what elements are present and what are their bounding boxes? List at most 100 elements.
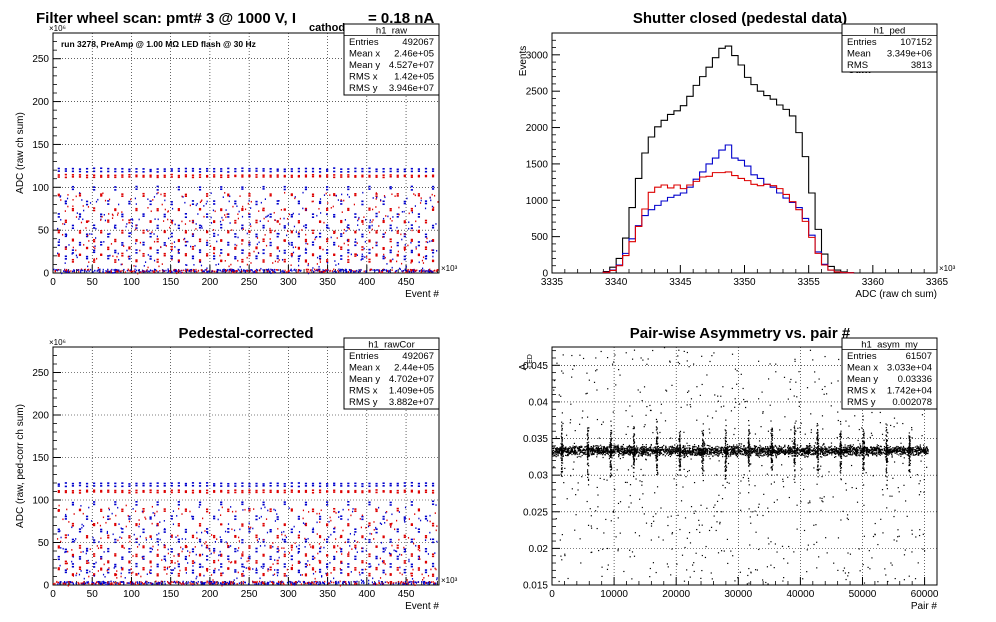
data-point [209, 245, 212, 247]
data-point [176, 581, 178, 584]
data-point [420, 269, 422, 272]
data-point [144, 582, 146, 585]
data-point [72, 556, 74, 558]
data-point [227, 544, 230, 547]
data-point [116, 255, 118, 258]
data-point [333, 482, 336, 485]
data-point [227, 485, 230, 487]
data-point [422, 579, 424, 581]
data-point [880, 518, 882, 520]
data-point [290, 482, 293, 484]
data-point [273, 270, 275, 273]
data-point [334, 270, 336, 273]
data-point [403, 170, 406, 173]
data-point [391, 220, 393, 222]
x-tick-label: 3355 [798, 277, 821, 288]
data-point [315, 582, 318, 585]
data-point [198, 240, 202, 243]
data-point [418, 270, 421, 272]
data-point [212, 252, 215, 255]
data-point [288, 270, 290, 272]
data-point [564, 553, 566, 555]
data-point [236, 244, 238, 247]
data-point [262, 207, 265, 210]
data-point [345, 583, 347, 585]
data-point [311, 528, 315, 531]
data-point [375, 232, 378, 234]
data-point [206, 239, 208, 242]
data-point [240, 557, 242, 560]
data-point [167, 268, 169, 270]
data-point [234, 562, 237, 564]
data-point [318, 543, 321, 545]
data-point [164, 199, 166, 202]
data-point [269, 547, 272, 549]
data-point [262, 541, 265, 543]
data-point [375, 568, 378, 571]
data-point [290, 581, 292, 583]
data-point [153, 233, 155, 235]
data-point [754, 510, 756, 512]
data-point [242, 249, 244, 252]
data-point [151, 231, 153, 233]
data-point [858, 447, 860, 449]
data-point [146, 582, 148, 585]
data-point [57, 528, 60, 531]
data-point [824, 385, 826, 388]
data-point [409, 270, 411, 273]
data-point [156, 540, 159, 543]
data-point [255, 271, 258, 273]
data-point [262, 565, 265, 568]
data-point [373, 521, 375, 523]
data-point [639, 498, 641, 500]
data-point [228, 582, 231, 585]
data-point [71, 541, 75, 543]
data-point [391, 266, 393, 269]
data-point [361, 491, 364, 494]
data-point [403, 220, 406, 222]
data-point [78, 547, 82, 549]
data-point [737, 450, 739, 452]
data-point [159, 521, 161, 523]
data-point [334, 557, 336, 560]
data-point [790, 378, 792, 381]
data-point [210, 580, 212, 583]
data-point [107, 200, 110, 202]
data-point [656, 486, 659, 488]
data-point [255, 235, 258, 238]
data-point [114, 240, 117, 243]
data-point [354, 558, 357, 561]
data-point [431, 500, 435, 503]
data-point [135, 553, 138, 556]
data-point [109, 518, 111, 520]
data-point [273, 211, 275, 214]
data-point [64, 569, 67, 571]
data-point [781, 464, 783, 466]
data-point [165, 269, 167, 272]
data-point [354, 491, 357, 493]
data-point [224, 581, 227, 584]
data-point [128, 547, 131, 550]
data-point [173, 581, 175, 584]
data-point [586, 372, 588, 374]
data-point [880, 450, 882, 452]
data-point [199, 201, 202, 204]
data-point [590, 527, 593, 529]
x-tick-label: 200 [202, 589, 219, 600]
data-point [274, 271, 277, 274]
data-point [429, 268, 431, 271]
data-point [66, 562, 68, 565]
data-point [185, 268, 187, 271]
data-point [303, 581, 305, 584]
plot-frame [551, 346, 938, 586]
data-point [265, 518, 268, 520]
data-point [108, 582, 110, 585]
data-point [71, 563, 75, 565]
data-point [807, 445, 809, 447]
data-point [146, 229, 148, 231]
data-point [395, 582, 397, 585]
y-axis-label: Events [518, 46, 529, 77]
data-point [93, 541, 96, 544]
x-tick-label: 0 [50, 589, 56, 600]
data-point [431, 503, 435, 506]
